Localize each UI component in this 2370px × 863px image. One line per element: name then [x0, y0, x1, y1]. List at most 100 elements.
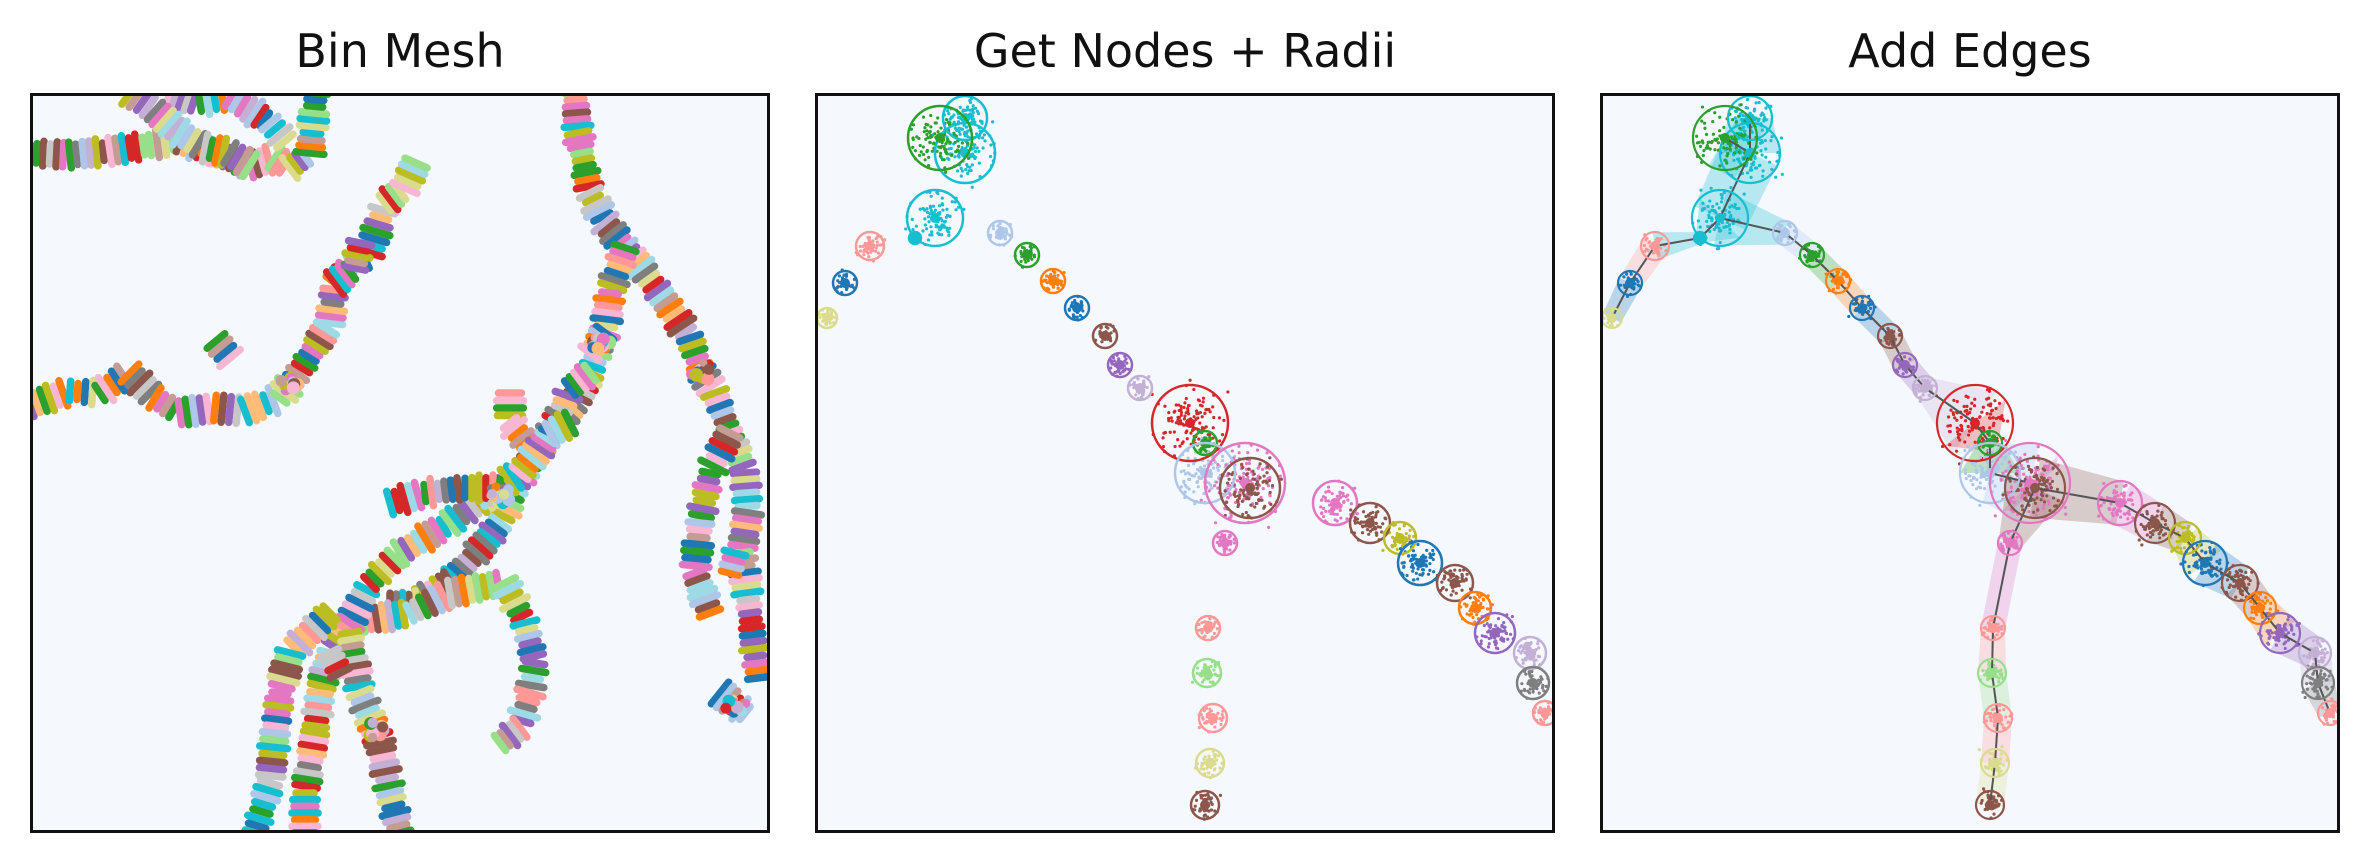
- vertex-point: [1262, 474, 1266, 478]
- mesh-bin-segment: [303, 694, 336, 705]
- vertex-point: [982, 133, 986, 137]
- vertex-point: [1993, 399, 1997, 403]
- mesh-bin-segment: [125, 95, 143, 111]
- vertex-point: [956, 169, 960, 173]
- mesh-bin-segment: [384, 183, 406, 208]
- vertex-point: [1908, 357, 1912, 361]
- vertex-point: [1963, 448, 1967, 453]
- vertex-point: [2011, 495, 2015, 500]
- vertex-point: [1964, 476, 1968, 481]
- mesh-bin-segment: [743, 651, 768, 662]
- vertex-point: [940, 223, 944, 227]
- mesh-bin-segment: [180, 95, 194, 115]
- vertex-point: [1179, 410, 1184, 415]
- vertex-point: [1100, 340, 1104, 344]
- vertex-point: [1364, 514, 1368, 519]
- vertex-point: [1207, 754, 1211, 758]
- mesh-bin-segment: [427, 584, 446, 615]
- mesh-bin-segment: [382, 487, 398, 519]
- mesh-bin-segment: [296, 114, 331, 125]
- vertex-point: [2195, 563, 2199, 567]
- vertex-point: [966, 105, 970, 109]
- vertex-point: [2215, 574, 2219, 578]
- vertex-point: [1644, 247, 1648, 251]
- vertex-point: [1636, 280, 1640, 284]
- mesh-bin-segment: [386, 820, 411, 831]
- mesh-bin-segment: [163, 95, 174, 106]
- mesh-bin-segment: [314, 311, 347, 322]
- vertex-point: [945, 109, 950, 113]
- vertex-point: [1742, 192, 1746, 196]
- vertex-point: [1222, 547, 1227, 551]
- vertex-point: [2107, 506, 2111, 511]
- vertex-point: [2218, 558, 2222, 562]
- mesh-bin-segment: [375, 786, 405, 800]
- mesh-bin-segment: [684, 572, 711, 587]
- mesh-bin-segment: [680, 546, 715, 557]
- vertex-point: [973, 120, 977, 124]
- vertex-point: [1428, 555, 1432, 560]
- vertex-point: [1978, 503, 1982, 507]
- node-center-dot: [1022, 250, 1032, 260]
- vertex-point: [2048, 482, 2052, 486]
- vertex-point: [836, 284, 840, 289]
- node-center-dot: [1072, 303, 1082, 313]
- mesh-bin-segment: [691, 488, 720, 501]
- mesh-bin-segment: [363, 217, 394, 232]
- vertex-point: [973, 149, 978, 154]
- mesh-bin-segment: [345, 684, 375, 702]
- vertex-point: [1360, 531, 1365, 535]
- vertex-point: [1725, 146, 1729, 151]
- vertex-point: [1332, 512, 1336, 516]
- vertex-point: [1980, 466, 1985, 471]
- mesh-bin-segment: [363, 736, 397, 750]
- vertex-point: [1982, 428, 1986, 432]
- vertex-point: [2283, 646, 2287, 651]
- vertex-point: [1197, 437, 1201, 441]
- vertex-point: [1460, 574, 1464, 578]
- vertex-point: [1861, 312, 1865, 317]
- mesh-bin-segment: [266, 672, 301, 687]
- vertex-point: [1179, 485, 1183, 489]
- vertex-point: [2319, 669, 2323, 673]
- vertex-point: [1528, 657, 1532, 661]
- vertex-point: [2001, 417, 2005, 421]
- mesh-bin-segment: [202, 392, 214, 426]
- mesh-bin-segment: [688, 591, 722, 609]
- vertex-point: [1458, 568, 1462, 573]
- vertex-point: [2309, 676, 2313, 680]
- vertex-point: [1428, 568, 1432, 572]
- vertex-point: [1238, 476, 1243, 481]
- vertex-point: [1108, 337, 1112, 341]
- vertex-point: [1320, 498, 1324, 502]
- vertex-point: [1520, 682, 1524, 686]
- vertex-point: [1411, 569, 1415, 573]
- mesh-bin-segment: [435, 515, 452, 538]
- mesh-bin-segment: [514, 700, 538, 714]
- mesh-bin-segment: [394, 166, 427, 185]
- mesh-bin-segment: [391, 600, 403, 630]
- vertex-point: [1530, 670, 1534, 674]
- vertex-point: [1205, 719, 1209, 724]
- panel-get-nodes-radii: [815, 93, 1555, 833]
- vertex-point: [1353, 521, 1357, 525]
- mesh-bin-segment: [297, 740, 329, 753]
- vertex-point: [945, 226, 949, 230]
- vertex-point: [1708, 147, 1712, 151]
- vertex-point: [1405, 573, 1409, 578]
- vertex-point: [2269, 601, 2273, 605]
- node-center-dot: [1203, 623, 1213, 633]
- vertex-point: [1118, 371, 1122, 376]
- vertex-point: [2268, 629, 2272, 633]
- vertex-point: [1360, 524, 1365, 528]
- node-radius-circle: [1531, 699, 1553, 727]
- vertex-point: [2025, 459, 2030, 463]
- vertex-point: [1610, 324, 1614, 328]
- vertex-point: [974, 106, 978, 110]
- vertex-point: [2239, 591, 2243, 595]
- panel-bin-mesh: [30, 93, 770, 833]
- vertex-point: [1988, 714, 1992, 719]
- vertex-point: [923, 126, 927, 130]
- vertex-point: [1202, 814, 1206, 818]
- vertex-point: [1341, 485, 1345, 490]
